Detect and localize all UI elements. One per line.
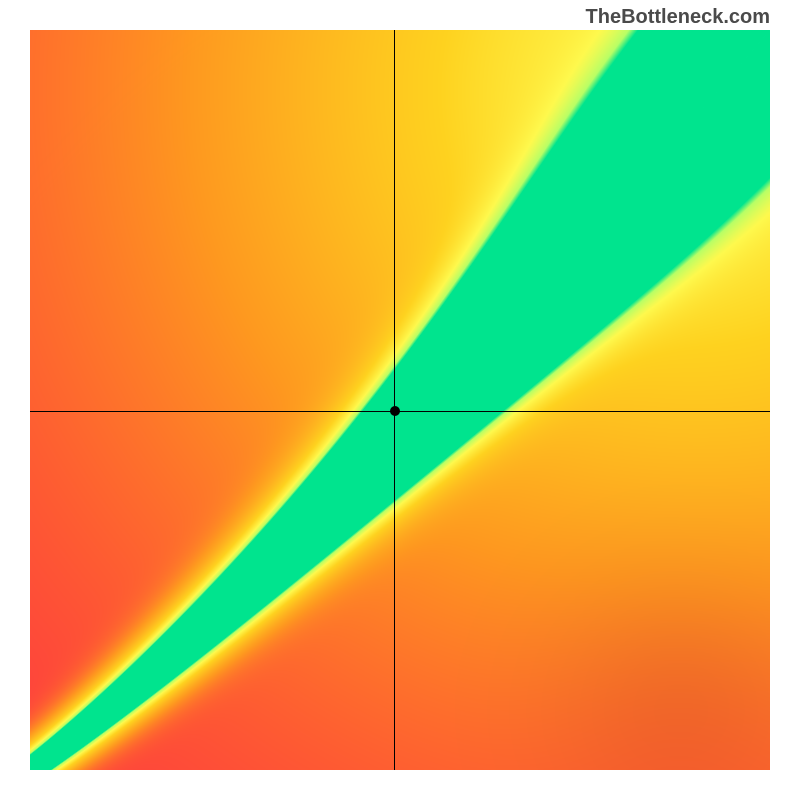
- crosshair-marker: [390, 406, 400, 416]
- crosshair-vertical: [394, 30, 395, 770]
- plot-container: TheBottleneck.com: [0, 0, 800, 800]
- crosshair-horizontal: [30, 411, 770, 412]
- heatmap: [30, 30, 770, 770]
- attribution-text: TheBottleneck.com: [586, 6, 770, 29]
